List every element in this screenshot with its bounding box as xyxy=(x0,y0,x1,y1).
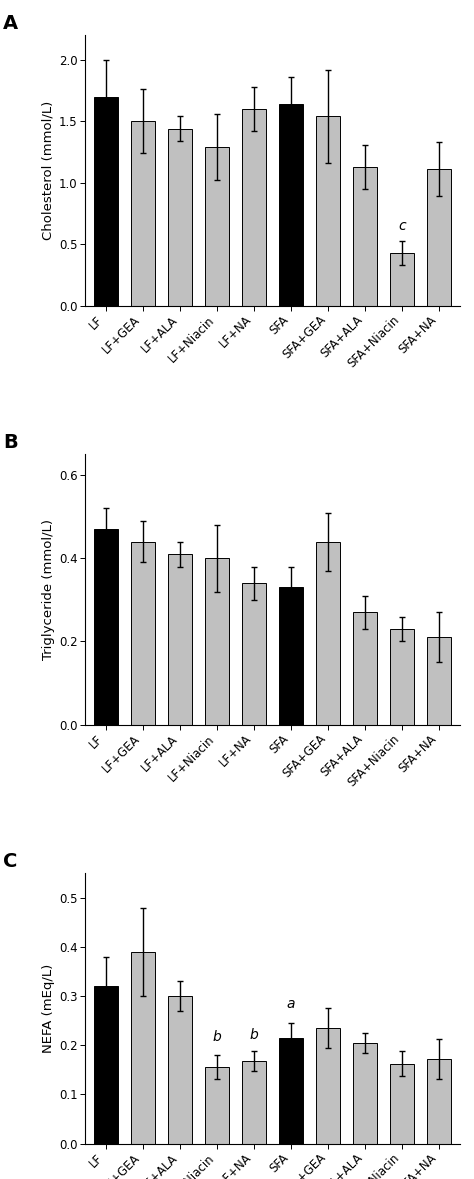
Bar xyxy=(131,121,155,305)
Text: b: b xyxy=(250,1028,258,1042)
Text: C: C xyxy=(3,851,18,871)
Bar xyxy=(131,951,155,1144)
Text: a: a xyxy=(287,997,295,1010)
Bar xyxy=(353,167,377,305)
Bar xyxy=(353,1043,377,1144)
Bar xyxy=(168,554,192,725)
Bar xyxy=(390,1063,414,1144)
Bar xyxy=(242,584,266,725)
Bar xyxy=(242,110,266,305)
Bar xyxy=(428,170,451,305)
Bar xyxy=(390,630,414,725)
Bar xyxy=(168,996,192,1144)
Bar xyxy=(428,1059,451,1144)
Bar xyxy=(205,559,229,725)
Bar xyxy=(279,587,303,725)
Bar xyxy=(94,97,118,305)
Bar xyxy=(205,147,229,305)
Y-axis label: NEFA (mEq/L): NEFA (mEq/L) xyxy=(42,964,55,1053)
Bar xyxy=(279,1038,303,1144)
Text: b: b xyxy=(212,1030,221,1043)
Bar xyxy=(316,1028,340,1144)
Bar xyxy=(242,1061,266,1144)
Bar xyxy=(316,541,340,725)
Bar xyxy=(131,541,155,725)
Text: A: A xyxy=(3,14,18,33)
Bar xyxy=(94,529,118,725)
Text: c: c xyxy=(399,219,406,233)
Bar xyxy=(316,117,340,305)
Bar xyxy=(205,1067,229,1144)
Y-axis label: Triglyceride (mmol/L): Triglyceride (mmol/L) xyxy=(42,519,55,660)
Bar xyxy=(279,104,303,305)
Bar xyxy=(353,612,377,725)
Bar xyxy=(390,252,414,305)
Text: B: B xyxy=(3,433,18,452)
Y-axis label: Cholesterol (mmol/L): Cholesterol (mmol/L) xyxy=(42,101,55,241)
Bar xyxy=(94,987,118,1144)
Bar xyxy=(428,638,451,725)
Bar xyxy=(168,129,192,305)
